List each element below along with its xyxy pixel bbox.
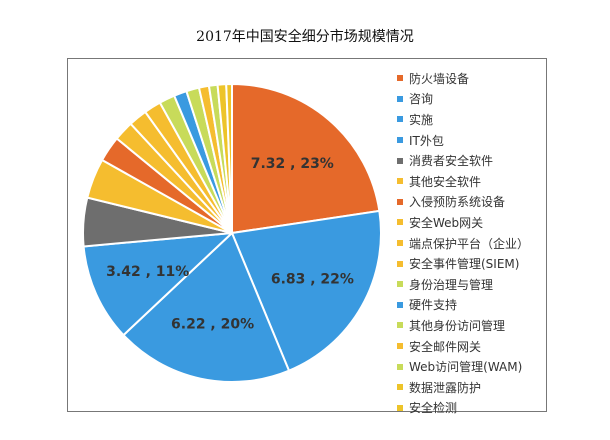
pie-slice (122, 231, 291, 383)
legend-swatch (397, 157, 403, 164)
legend-item: 咨询 (397, 89, 529, 110)
legend-swatch (397, 75, 403, 82)
legend-swatch (397, 219, 403, 226)
legend-swatch (397, 260, 403, 267)
legend-label: 防火墙设备 (409, 71, 470, 86)
pie-slice (230, 209, 382, 372)
legend-label: 安全Web网关 (409, 215, 484, 230)
legend-label: 安全检测 (409, 401, 458, 416)
legend-label: 安全事件管理(SIEM) (409, 257, 520, 272)
legend-swatch (397, 95, 403, 102)
pie-slice (231, 82, 381, 235)
legend-swatch (397, 116, 403, 123)
legend-label: 其他身份访问管理 (409, 318, 506, 333)
legend-item: 端点保护平台（企业） (397, 233, 529, 254)
legend-label: 数据泄露防护 (409, 380, 482, 395)
legend-item: 实施 (397, 109, 529, 130)
legend-label: 端点保护平台（企业） (409, 236, 530, 251)
legend-swatch (397, 404, 403, 411)
legend-label: 安全邮件网关 (409, 339, 482, 354)
legend-item: 安全邮件网关 (397, 336, 529, 357)
legend-label: 其他安全软件 (409, 174, 482, 189)
legend-item: 数据泄露防护 (397, 377, 529, 398)
legend-item: 安全Web网关 (397, 212, 529, 233)
legend-item: 其他安全软件 (397, 171, 529, 192)
data-label: 6.83 , 22% (271, 271, 354, 287)
legend-label: Web访问管理(WAM) (409, 360, 523, 375)
legend-item: 入侵预防系统设备 (397, 192, 529, 213)
chart-title: 2017年中国安全细分市场规模情况 (196, 29, 414, 45)
legend-label: 入侵预防系统设备 (409, 195, 506, 210)
data-label: 6.22 , 20% (171, 316, 254, 332)
legend-label: 身份治理与管理 (409, 277, 494, 292)
legend-item: Web访问管理(WAM) (397, 356, 529, 377)
legend-item: 消费者安全软件 (397, 150, 529, 171)
legend-item: 安全事件管理(SIEM) (397, 253, 529, 274)
legend-item: 硬件支持 (397, 295, 529, 316)
data-label: 3.42 , 11% (106, 264, 189, 280)
legend-item: 防火墙设备 (397, 68, 529, 89)
legend-swatch (397, 240, 403, 247)
legend-swatch (397, 343, 403, 350)
legend-swatch (397, 178, 403, 185)
pie-slice (225, 82, 233, 234)
data-label: 7.32 , 23% (251, 156, 334, 172)
legend-swatch (397, 281, 403, 288)
legend-swatch (397, 137, 403, 144)
legend-swatch (397, 198, 403, 205)
legend: 防火墙设备咨询实施 IT外包消费者安全软件 其他安全软件入侵预防系统设备 安全Web网… (397, 68, 529, 418)
legend-item: 身份治理与管理 (397, 274, 529, 295)
legend-swatch (397, 384, 403, 391)
legend-swatch (397, 322, 403, 329)
chart-frame (67, 58, 547, 412)
legend-label: IT外包 (409, 133, 444, 148)
legend-label: 实施 (409, 112, 434, 127)
legend-item: IT外包 (397, 130, 529, 151)
legend-label: 咨询 (409, 92, 434, 107)
pie-slice (82, 231, 235, 337)
legend-label: 消费者安全软件 (409, 154, 494, 169)
legend-label: 硬件支持 (409, 298, 458, 313)
legend-item: 安全检测 (397, 398, 529, 419)
legend-item: 其他身份访问管理 (397, 315, 529, 336)
legend-swatch (397, 363, 403, 370)
legend-swatch (397, 301, 403, 308)
